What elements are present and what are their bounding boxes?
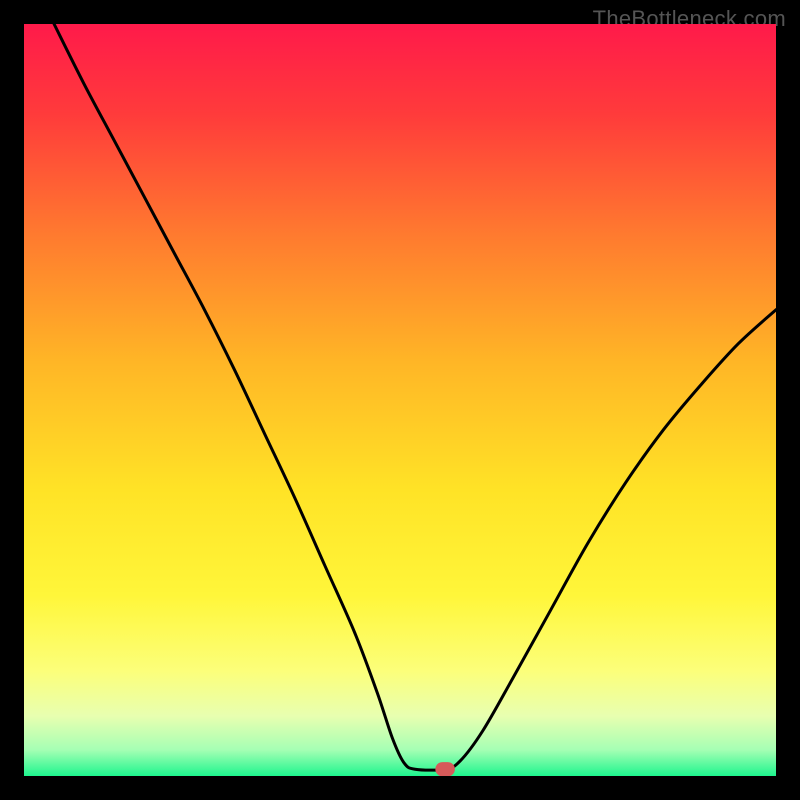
minimum-marker — [435, 762, 455, 776]
bottleneck-v-curve — [24, 24, 776, 776]
plot-area — [24, 24, 776, 776]
chart-root: TheBottleneck.com — [0, 0, 800, 800]
gradient-background — [24, 24, 776, 776]
